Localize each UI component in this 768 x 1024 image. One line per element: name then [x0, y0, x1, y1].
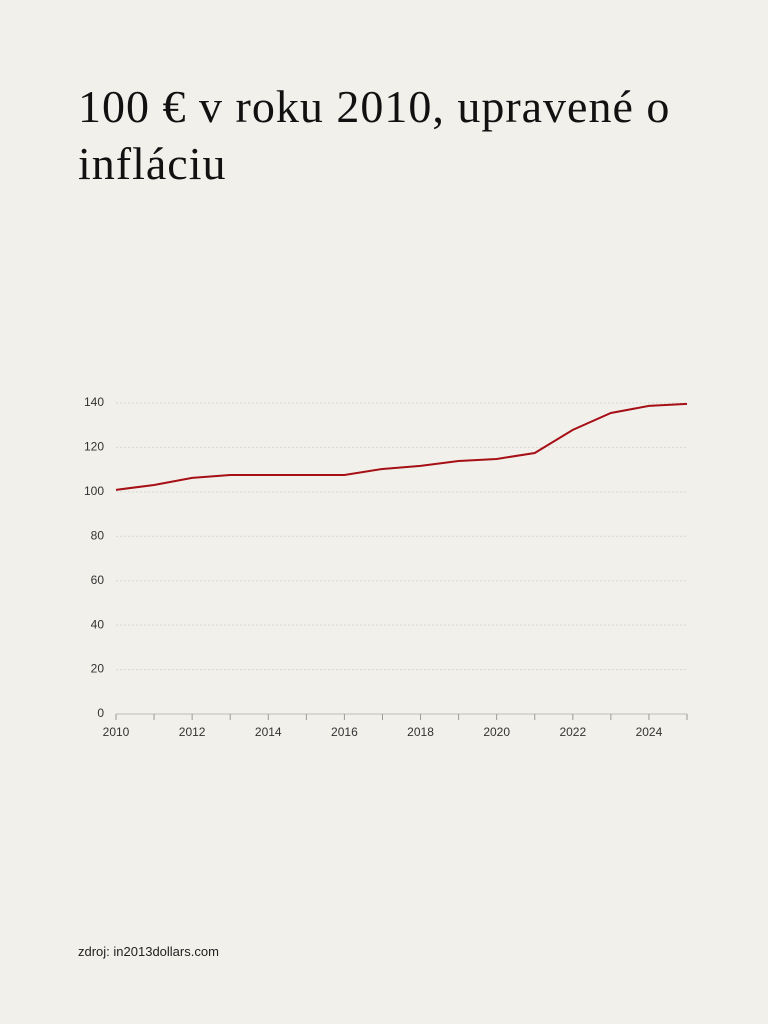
x-tick-label: 2022 — [559, 725, 586, 739]
y-tick-label: 100 — [84, 484, 104, 498]
chart: 0 20 40 60 80 100 120 140 2010 2012 2014 2016 2018 20… — [84, 395, 688, 739]
x-tick-label: 2020 — [483, 725, 510, 739]
y-tick-label: 80 — [91, 528, 105, 542]
x-tick-label: 2018 — [407, 725, 434, 739]
x-tick-label: 2016 — [331, 725, 358, 739]
y-tick-label: 120 — [84, 440, 104, 454]
y-tick-label: 20 — [91, 662, 105, 676]
y-tick-label: 140 — [84, 395, 104, 409]
data-line — [115, 402, 688, 491]
chart-title: 100 € v roku 2010, upravené o infláciu — [78, 81, 671, 189]
x-tick-label: 2012 — [179, 725, 206, 739]
y-tick-label: 0 — [97, 706, 104, 720]
x-tick-label: 2010 — [103, 725, 130, 739]
y-tick-label: 60 — [91, 573, 105, 587]
x-tick-label: 2014 — [255, 725, 282, 739]
source-note: zdroj: in2013dollars.com — [78, 944, 219, 959]
y-tick-label: 40 — [91, 617, 105, 631]
x-tick-label: 2024 — [636, 725, 663, 739]
